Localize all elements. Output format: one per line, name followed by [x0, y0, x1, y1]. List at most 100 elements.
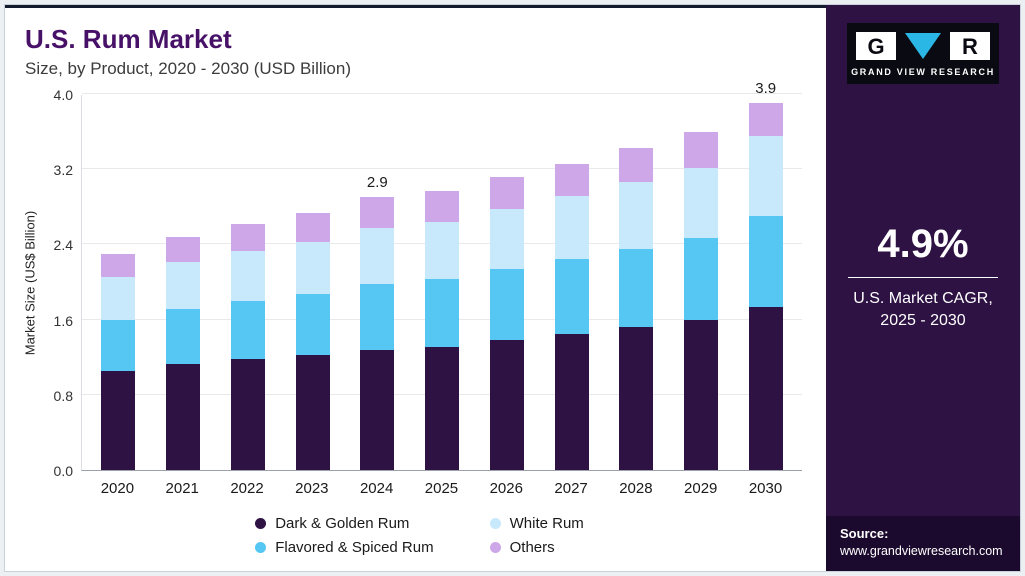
bar-stack-2028: [619, 147, 654, 470]
y-tick-label-0.8: 0.8: [53, 387, 73, 404]
segment-white-rum-2020: [101, 277, 136, 320]
y-tick-label-3.2: 3.2: [53, 162, 73, 179]
segment-flavored-spiced-rum-2023: [295, 294, 330, 356]
source-label: Source:: [840, 526, 889, 541]
bar-value-label-2024: 2.9: [366, 174, 388, 192]
segment-dark-golden-rum-2024: [360, 349, 395, 470]
legend-item-others: Others: [489, 539, 584, 556]
segment-dark-golden-rum-2028: [619, 327, 654, 470]
legend-item-flavored-spiced-rum: Flavored & Spiced Rum: [255, 539, 434, 556]
segment-white-rum-2027: [554, 196, 589, 260]
x-axis-label-2023: 2023: [295, 480, 329, 497]
x-axis-label-2029: 2029: [684, 480, 718, 497]
x-axis-label-2020: 2020: [100, 480, 135, 497]
segment-flavored-spiced-rum-2024: [360, 283, 395, 350]
plot-area-wrap: 2.9 3.9 2020 2021 2022 2023 2024 2025 2026 2027 2…: [81, 80, 820, 497]
segment-others-2026: [489, 176, 524, 209]
y-tick-label-0.0: 0.0: [53, 463, 73, 479]
bar-2027: [539, 95, 604, 470]
segment-dark-golden-rum-2021: [166, 363, 201, 470]
segment-others-2029: [683, 131, 718, 169]
segment-others-2023: [295, 213, 330, 242]
segment-dark-golden-rum-2030: [748, 307, 783, 470]
logo-v-triangle-icon: [905, 33, 941, 59]
page-title: U.S. Rum Market: [25, 24, 232, 54]
bar-stack-2029: [683, 131, 718, 470]
bar-2021: [151, 95, 216, 470]
legend-label: Others: [509, 539, 555, 556]
y-tick-label-2.4: 2.4: [53, 237, 73, 254]
x-axis-label-2021: 2021: [165, 480, 199, 497]
gridline-4.0: [82, 93, 802, 94]
bar-stack-2025: [425, 190, 460, 470]
legend-dot-white-rum: [489, 518, 501, 529]
bar-2024: 2.9: [345, 95, 410, 470]
x-axis-label-2025: 2025: [424, 480, 459, 497]
segment-flavored-spiced-rum-2025: [425, 279, 460, 347]
svg-text:G: G: [867, 34, 884, 59]
y-axis-title: Market Size (US$ Billion): [22, 210, 38, 356]
logo-r-icon: R: [950, 32, 990, 60]
segment-white-rum-2028: [619, 182, 654, 250]
bar-stack-2024: [360, 197, 395, 470]
segment-flavored-spiced-rum-2021: [166, 309, 201, 364]
y-tick-label-4.0: 4.0: [53, 87, 73, 103]
segment-dark-golden-rum-2027: [554, 333, 589, 470]
legend-label: Dark & Golden Rum: [275, 515, 410, 532]
bar-2028: [604, 95, 669, 470]
x-axis-labels: 2020 2021 2022 2023 2024 2025 2026 2027 2028 2029…: [81, 471, 802, 497]
plot-area: 2.9 3.9: [81, 80, 802, 471]
legend-dot-flavored-spiced-rum: [255, 542, 267, 553]
logo-glyphs: G R: [855, 31, 991, 61]
cagr-label: U.S. Market CAGR, 2025 - 2030: [853, 290, 993, 330]
segment-dark-golden-rum-2020: [101, 371, 136, 470]
segment-flavored-spiced-rum-2030: [748, 216, 783, 308]
y-tick-label-1.6: 1.6: [53, 312, 73, 329]
page-subtitle: Size, by Product, 2020 - 2030 (USD Billi…: [25, 59, 351, 78]
segment-white-rum-2026: [489, 208, 524, 269]
segment-flavored-spiced-rum-2022: [230, 300, 265, 360]
segment-others-2028: [619, 147, 654, 183]
bar-stack-2023: [295, 213, 330, 470]
segment-others-2022: [230, 223, 265, 252]
segment-flavored-spiced-rum-2029: [683, 237, 718, 320]
bar-stack-2020: [101, 253, 136, 470]
bars-row: 2.9 3.9: [82, 80, 802, 470]
segment-white-rum-2024: [360, 227, 395, 284]
cagr-value: 4.9%: [877, 222, 969, 266]
legend-item-dark-golden-rum: Dark & Golden Rum: [255, 515, 433, 532]
legend-label: Flavored & Spiced Rum: [275, 539, 434, 556]
bar-2023: [280, 95, 345, 470]
segment-white-rum-2030: [748, 136, 783, 217]
segment-white-rum-2022: [230, 251, 265, 301]
segment-flavored-spiced-rum-2020: [101, 319, 136, 372]
bar-stack-2026: [489, 176, 524, 470]
segment-white-rum-2029: [683, 168, 718, 238]
chart-legend: Dark & Golden Rum White Rum Flavored & Spi…: [19, 515, 820, 556]
segment-others-2030: [748, 103, 783, 137]
bar-stack-2022: [230, 223, 265, 470]
segment-white-rum-2025: [425, 221, 460, 280]
x-axis-label-2026: 2026: [489, 480, 523, 497]
cagr-stat: 4.9% U.S. Market CAGR, 2025 - 2030: [848, 222, 998, 333]
legend-item-white-rum: White Rum: [489, 515, 584, 532]
legend-label: White Rum: [509, 515, 584, 532]
segment-flavored-spiced-rum-2027: [554, 259, 589, 334]
segment-flavored-spiced-rum-2026: [489, 268, 524, 341]
bar-value-label-2030: 3.9: [755, 80, 777, 98]
segment-white-rum-2021: [166, 262, 201, 310]
report-card: U.S. Rum Market Size, by Product, 2020 -…: [4, 4, 1021, 572]
x-axis-label-2028: 2028: [619, 480, 653, 497]
bar-2026: [474, 95, 539, 470]
x-axis-label-2024: 2024: [359, 480, 394, 497]
source-url: www.grandviewresearch.com: [840, 544, 1003, 558]
bar-stack-2021: [166, 236, 201, 470]
gridline-3.2: [82, 168, 802, 170]
segment-others-2025: [425, 190, 460, 222]
segment-dark-golden-rum-2022: [230, 359, 265, 470]
chart-panel: U.S. Rum Market Size, by Product, 2020 -…: [5, 5, 826, 571]
grandview-logo: G R GRAND VIEW RESEARCH: [847, 23, 999, 84]
x-axis-label-2030: 2030: [748, 480, 783, 497]
segment-others-2020: [101, 253, 136, 278]
bar-2022: [215, 95, 280, 470]
